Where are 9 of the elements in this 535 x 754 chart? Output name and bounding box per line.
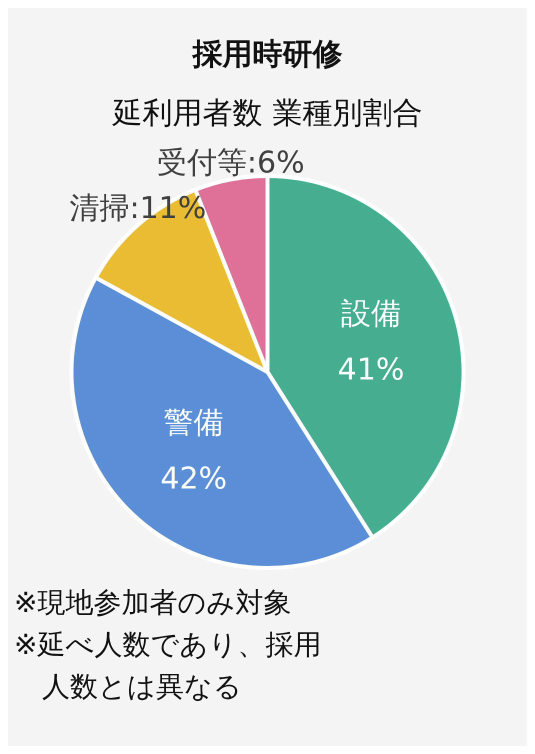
text: ※延べ人数であり、採用人数とは異なる [14, 627, 322, 705]
text: ※現地参加者のみ対象 [14, 585, 292, 621]
data-label: 41% [338, 352, 404, 388]
chart-subtitle: 延利用者数 業種別割合 [111, 95, 424, 133]
slice-label: 警備 [164, 405, 224, 440]
slice-label: 設備 [341, 296, 402, 332]
chart-title: 採用時研修 [191, 36, 344, 74]
data-label: 42% [160, 461, 228, 496]
slice-label: 受付等:6% [156, 145, 305, 180]
